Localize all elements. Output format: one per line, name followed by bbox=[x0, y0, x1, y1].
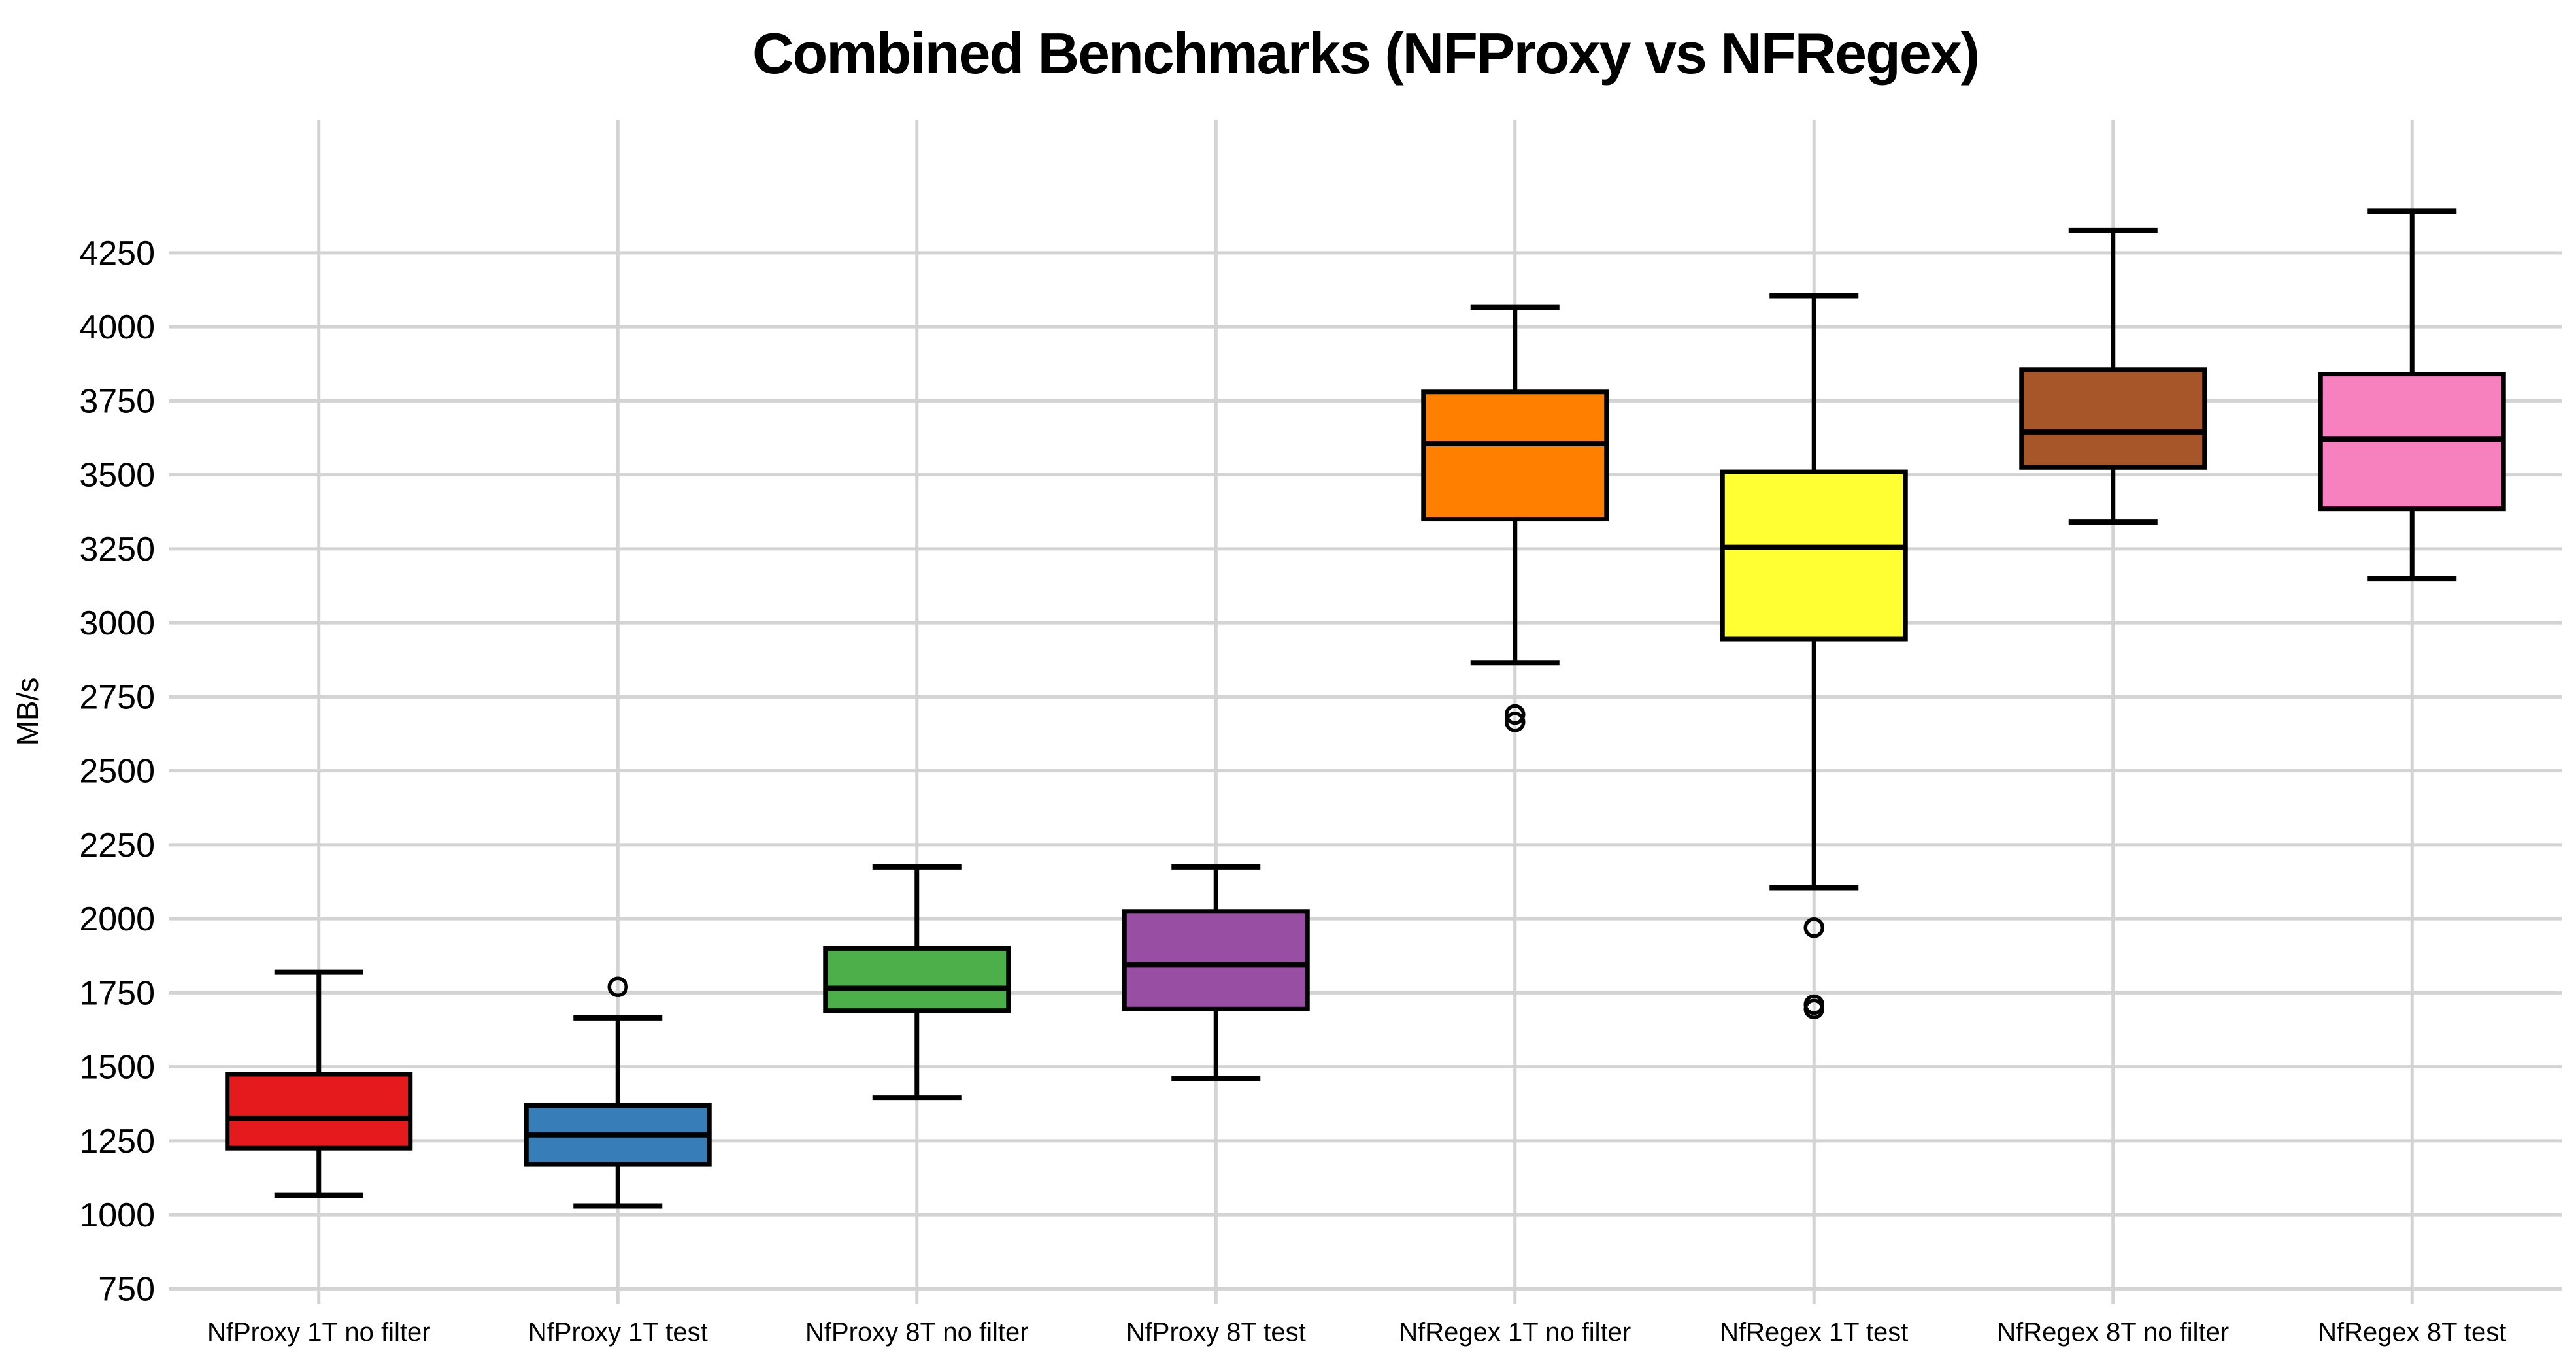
y-tick-label: 2000 bbox=[79, 900, 155, 938]
y-tick-label: 3250 bbox=[79, 531, 155, 568]
x-tick-label: NfProxy 8T no filter bbox=[805, 1318, 1029, 1347]
y-tick-label: 750 bbox=[98, 1270, 155, 1308]
y-tick-label: 1000 bbox=[79, 1196, 155, 1234]
box-nfproxy-1t-no-filter bbox=[225, 969, 413, 1198]
x-tick-label: NfRegex 8T no filter bbox=[1997, 1318, 2229, 1347]
iqr-box bbox=[2019, 367, 2207, 470]
y-tick-label: 1750 bbox=[79, 974, 155, 1012]
box-nfproxy-8t-test bbox=[1122, 864, 1310, 1081]
outlier-point bbox=[1505, 712, 1526, 732]
x-tick-label: NfProxy 1T test bbox=[528, 1318, 708, 1347]
box-layer bbox=[225, 208, 2506, 1209]
box-nfregex-1t-no-filter bbox=[1421, 304, 1609, 732]
x-tick-label: NfRegex 1T test bbox=[1720, 1318, 1908, 1347]
y-tick-label: 1500 bbox=[79, 1049, 155, 1087]
y-tick-label: 3000 bbox=[79, 604, 155, 642]
box-nfproxy-8t-no-filter bbox=[823, 864, 1011, 1101]
iqr-box bbox=[1122, 909, 1310, 1011]
outlier-point bbox=[1505, 704, 1526, 725]
x-tick-label: NfProxy 1T no filter bbox=[207, 1318, 431, 1347]
y-tick-label: 4000 bbox=[79, 308, 155, 346]
outlier-point bbox=[1803, 917, 1824, 938]
y-axis-label: MB/s bbox=[10, 678, 44, 746]
iqr-box bbox=[225, 1072, 413, 1151]
tick-layer: 750 1000 1250 1500 1750 2000 2250 2500 2750 3000 3… bbox=[79, 235, 2506, 1347]
y-tick-label: 1250 bbox=[79, 1123, 155, 1160]
iqr-box bbox=[1720, 469, 1908, 642]
x-tick-label: NfRegex 8T test bbox=[2318, 1318, 2506, 1347]
x-tick-label: NfProxy 8T test bbox=[1126, 1318, 1306, 1347]
y-tick-label: 2250 bbox=[79, 827, 155, 864]
box-nfregex-8t-test bbox=[2318, 208, 2506, 582]
outlier-point bbox=[607, 976, 628, 998]
box-nfregex-8t-no-filter bbox=[2019, 227, 2207, 525]
iqr-box bbox=[823, 946, 1011, 1013]
y-tick-label: 2750 bbox=[79, 678, 155, 716]
x-tick-label: NfRegex 1T no filter bbox=[1399, 1318, 1631, 1347]
y-tick-label: 2500 bbox=[79, 753, 155, 791]
chart-title: Combined Benchmarks (NFProxy vs NFRegex) bbox=[752, 21, 1979, 86]
y-tick-label: 4250 bbox=[79, 235, 155, 272]
y-tick-label: 3500 bbox=[79, 457, 155, 495]
outlier-point bbox=[1803, 998, 1824, 1020]
iqr-box bbox=[1421, 389, 1609, 522]
box-nfregex-1t-test bbox=[1720, 293, 1908, 1020]
y-tick-label: 3750 bbox=[79, 382, 155, 420]
box-nfproxy-1t-test bbox=[524, 976, 712, 1209]
